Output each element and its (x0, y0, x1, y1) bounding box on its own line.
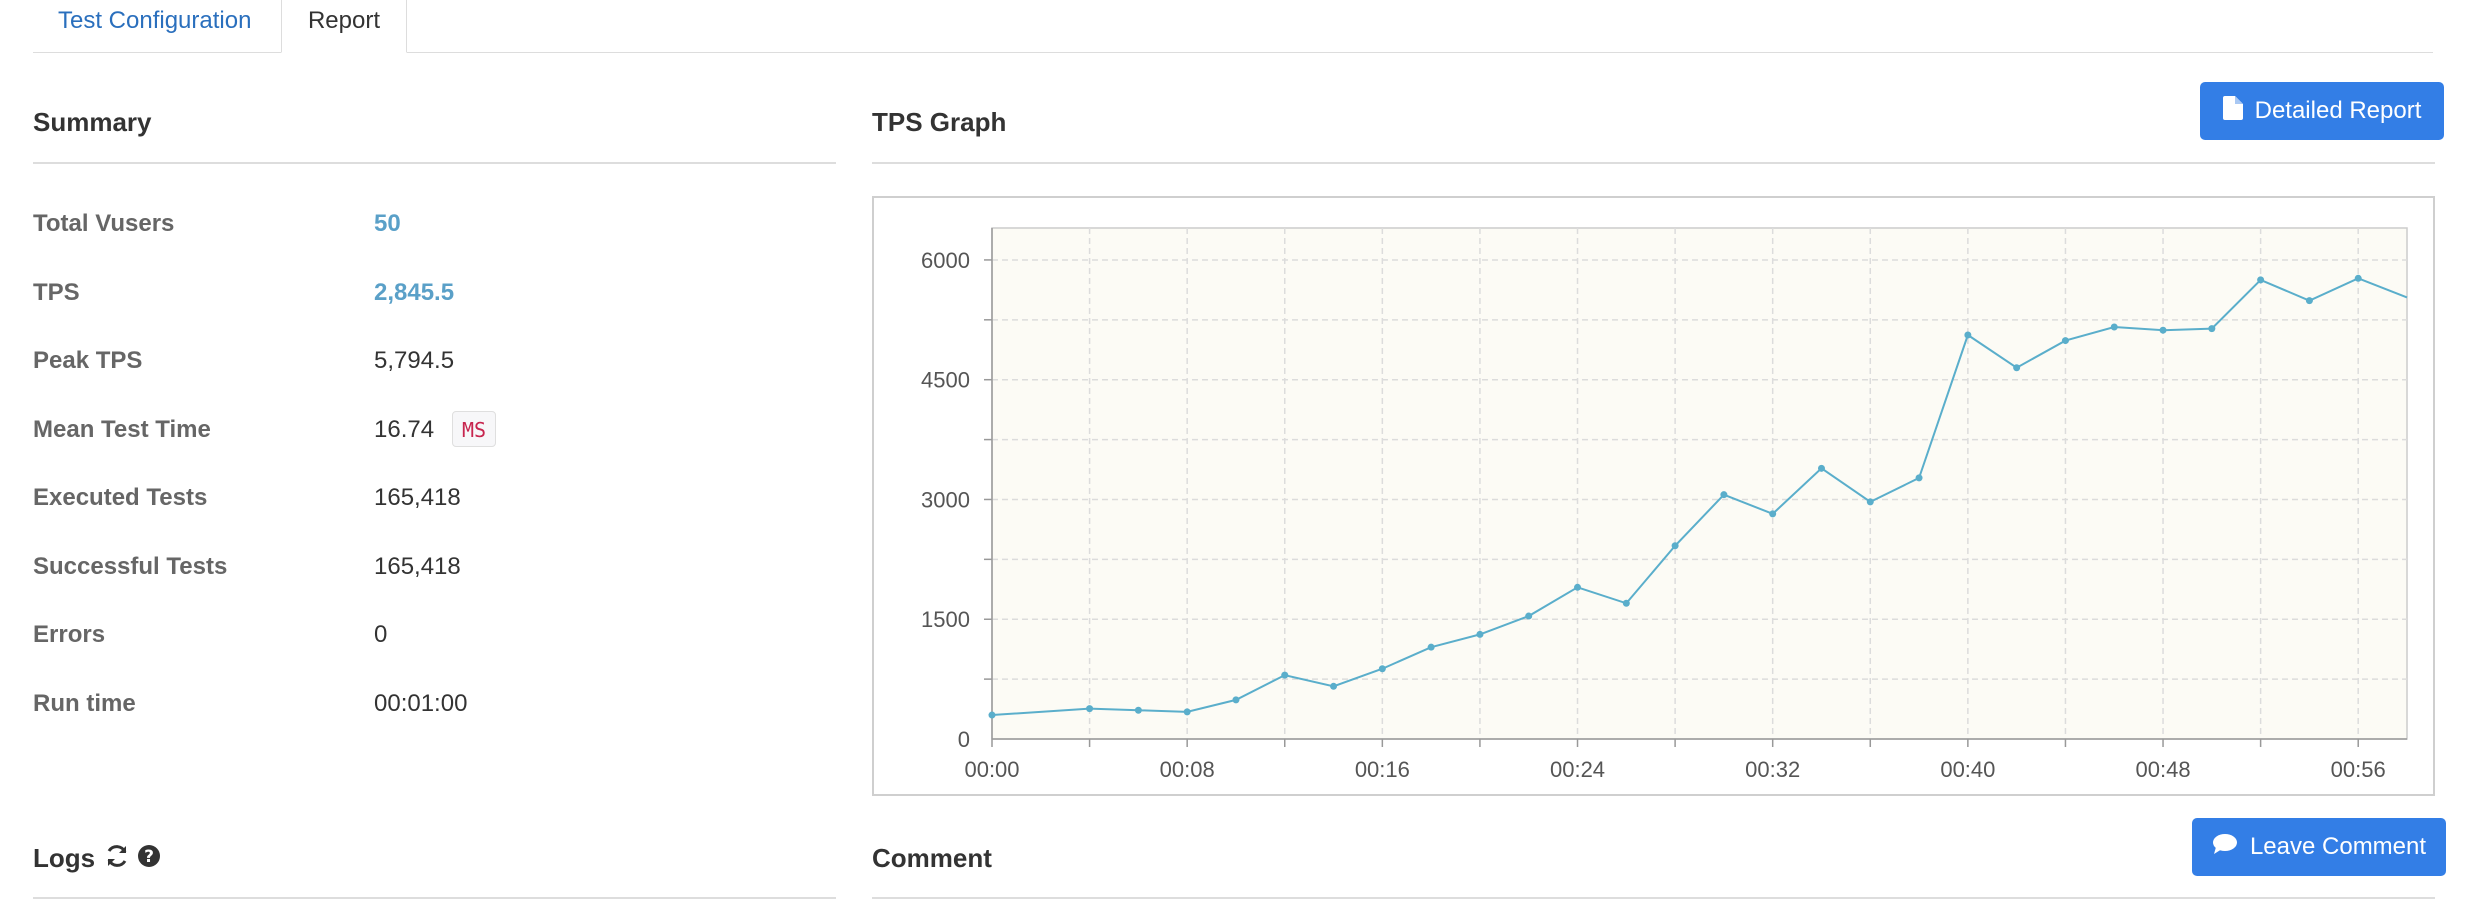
tps-chart: 0 1500 3000 4500 6000 00:00 00:08 00:16 00:24 00:… (921, 227, 2408, 782)
total-vusers-label: Total Vusers (33, 210, 175, 237)
tps-label: TPS (33, 279, 80, 306)
tps-data-point (1720, 491, 1728, 499)
x-tick-label: 00:48 (2136, 757, 2191, 782)
leave-comment-button[interactable]: Leave Comment (2192, 818, 2446, 876)
help-icon[interactable]: ? (136, 843, 162, 874)
executed-tests-value: 165,418 (374, 484, 461, 511)
tps-data-point (1866, 498, 1874, 506)
x-tick-label: 00:24 (1550, 757, 1605, 782)
tab-report[interactable]: Report (281, 0, 407, 53)
tps-data-point (1525, 612, 1533, 620)
tps-data-point (1281, 671, 1289, 679)
tps-data-point (1622, 599, 1630, 607)
tps-data-point (1232, 696, 1240, 704)
tps-data-point (1134, 706, 1142, 714)
plot-area (991, 227, 2408, 740)
tps-graph-divider (872, 162, 2435, 164)
x-tick-label: 00:08 (1160, 757, 1215, 782)
leave-comment-label: Leave Comment (2249, 833, 2427, 860)
y-tick-label: 4500 (921, 368, 970, 393)
tps-data-point (2354, 274, 2362, 282)
tps-data-point (1574, 583, 1582, 591)
tps-data-point (2013, 364, 2021, 372)
comment-icon (2212, 833, 2238, 862)
tps-data-point (1769, 510, 1777, 518)
mean-test-time-value: 16.74 (374, 416, 435, 443)
summary-divider (33, 162, 836, 164)
x-tick-label: 00:32 (1745, 757, 1800, 782)
y-tick-label: 1500 (921, 607, 970, 632)
y-tick-label: 6000 (921, 248, 970, 273)
file-icon (2222, 95, 2243, 127)
x-tick-label: 00:40 (1940, 757, 1995, 782)
tps-data-point (1476, 630, 1484, 638)
tps-graph-title: TPS Graph (872, 107, 1007, 137)
y-tick-label: 3000 (921, 487, 970, 512)
executed-tests-label: Executed Tests (33, 484, 208, 511)
tps-data-point (2110, 323, 2118, 331)
x-tick-label: 00:16 (1355, 757, 1410, 782)
tab-bar: Test Configuration Report (33, 0, 2433, 53)
tps-data-point (1915, 474, 1923, 482)
tps-data-point (1964, 331, 1972, 339)
detailed-report-button[interactable]: Detailed Report (2200, 82, 2444, 140)
tps-data-point (2208, 325, 2216, 333)
tps-data-point (1671, 542, 1679, 550)
run-time-label: Run time (33, 690, 136, 717)
tps-data-point (1330, 682, 1338, 690)
run-time-value: 00:01:00 (374, 690, 468, 717)
tps-data-point (1427, 643, 1435, 651)
x-tick-label: 00:56 (2331, 757, 2386, 782)
tps-data-point (988, 711, 996, 719)
tps-value: 2,845.5 (374, 279, 455, 306)
tps-data-point (1086, 705, 1094, 713)
successful-tests-value: 165,418 (374, 553, 461, 580)
comment-divider (872, 897, 2435, 899)
tab-test-configuration[interactable]: Test Configuration (58, 7, 252, 34)
logs-divider (33, 897, 836, 899)
tps-data-point (2257, 276, 2265, 284)
peak-tps-value: 5,794.5 (374, 347, 455, 374)
total-vusers-value: 50 (374, 210, 401, 237)
peak-tps-label: Peak TPS (33, 347, 143, 374)
svg-text:?: ? (144, 847, 154, 867)
y-tick-label: 0 (958, 727, 970, 752)
tps-data-point (1378, 665, 1386, 673)
logs-icons: ? (104, 843, 162, 874)
summary-title: Summary (33, 107, 152, 137)
tps-data-point (2159, 326, 2167, 334)
errors-value: 0 (374, 621, 388, 648)
successful-tests-label: Successful Tests (33, 553, 228, 580)
logs-title: Logs (33, 843, 96, 873)
tps-data-point (1817, 464, 1825, 472)
comment-title: Comment (872, 843, 992, 873)
mean-test-time-label: Mean Test Time (33, 416, 211, 443)
errors-label: Errors (33, 621, 106, 648)
tps-chart-frame: 0 1500 3000 4500 6000 00:00 00:08 00:16 00:24 00:… (872, 196, 2435, 796)
tps-data-point (1183, 708, 1191, 716)
x-tick-label: 00:00 (964, 757, 1019, 782)
tps-data-point (2061, 337, 2069, 345)
refresh-icon[interactable] (104, 843, 130, 874)
detailed-report-label: Detailed Report (2254, 97, 2422, 124)
tps-data-point (2305, 297, 2313, 305)
unit-badge: MS (452, 411, 496, 447)
